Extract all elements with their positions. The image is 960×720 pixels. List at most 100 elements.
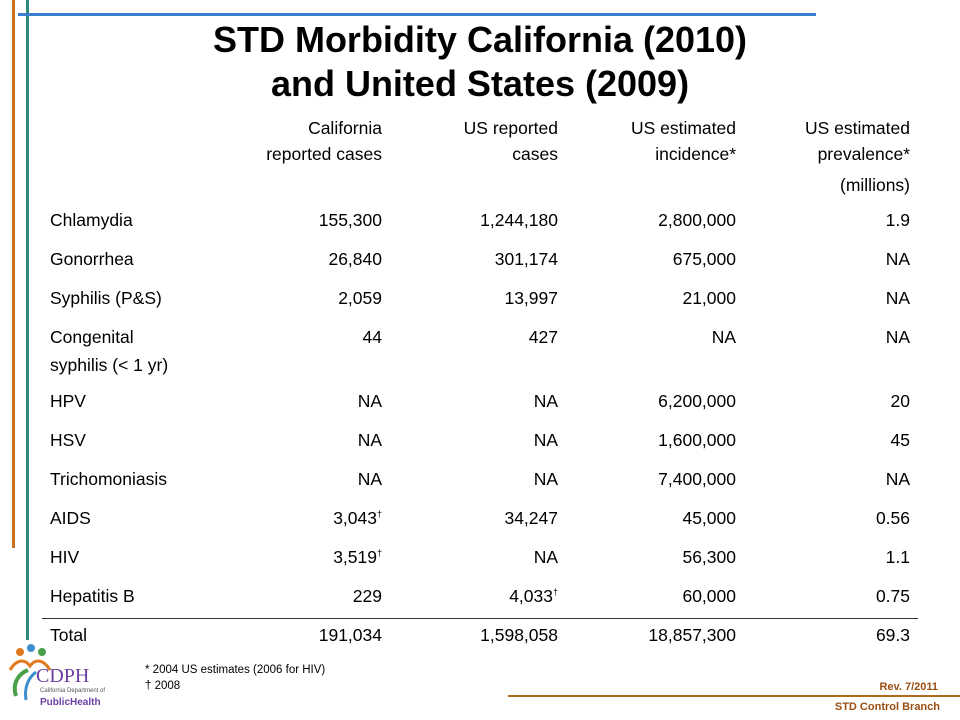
table-cell: 427 [529,324,558,350]
table-cell: NA [712,324,736,350]
table-cell: NA [886,466,910,492]
table-cell: NA [886,324,910,350]
cell-value: 45,000 [682,508,736,528]
row-label: AIDS [50,508,91,528]
row-label: Gonorrhea [50,249,134,269]
table-cell: NA [358,388,382,414]
logo-acronym: CDPH [36,665,89,687]
column-header-line1: US reported [463,118,558,138]
table-cell: 2,059 [338,285,382,311]
top-blue-rule [18,13,816,16]
cell-value: 2,800,000 [658,210,736,230]
cell-value: NA [885,327,910,347]
cell-value: 1.1 [885,547,910,567]
row-label: Trichomoniasis [50,469,168,489]
cell-value: 6,200,000 [658,391,736,411]
table-cell: 0.56 [876,505,910,531]
table-cell: 45,000 [682,505,736,531]
column-header-line1: US estimated [804,118,910,138]
cdph-logo-icon: CDPH [8,644,89,701]
cell-value: 20 [890,391,910,411]
table-cell: 20 [891,388,910,414]
table-cell: NA [534,544,558,570]
table-cell: 301,174 [495,246,558,272]
column-header-line1: US estimated [630,118,736,138]
footnote-dagger: † 2008 [145,680,181,692]
slide-title: STD Morbidity California (2010) and Unit… [70,18,890,106]
cell-value: NA [533,430,558,450]
title-line-2: and United States (2009) [270,63,690,104]
column-header-line2: reported cases [266,144,382,164]
cell-value: 427 [528,327,558,347]
cell-value: 1,244,180 [480,210,558,230]
cell-value: 301,174 [494,249,558,269]
table-cell: 3,043† [333,505,382,531]
cell-value: 155,300 [318,210,382,230]
table-cell: 2,800,000 [658,207,736,233]
table-cell: NA [886,246,910,272]
left-orange-rule [12,0,15,548]
total-divider [42,618,918,619]
row-label: HSV [50,430,86,450]
cell-value: 0.75 [875,586,910,606]
table-cell: 1.1 [886,544,910,570]
row-label: Congenital [50,327,134,347]
column-header-line2: incidence* [655,144,736,164]
cell-value: 4,033 [509,586,553,606]
row-label: HIV [50,547,80,567]
table-cell: 7,400,000 [658,466,736,492]
table-cell: NA [358,466,382,492]
footnote-star: * 2004 US estimates (2006 for HIV) [145,664,326,676]
row-label: Chlamydia [50,210,133,230]
branch-label: STD Control Branch [834,701,940,713]
footer-rule [508,695,960,697]
column-header-line2: prevalence* [817,144,910,164]
cell-value: 675,000 [672,249,736,269]
table-cell: 0.75 [876,583,910,609]
cell-value: 45 [890,430,910,450]
cell-value: NA [357,430,382,450]
cell-value: 0.56 [875,508,910,528]
column-header-line2: cases [512,144,558,164]
cell-value: 34,247 [504,508,558,528]
table-cell: 26,840 [328,246,382,272]
column-header-line1: California [308,118,382,138]
table-cell: 34,247 [504,505,558,531]
cell-value: NA [357,469,382,489]
table-cell: 155,300 [319,207,382,233]
cell-value: NA [533,547,558,567]
cell-value: 13,997 [504,288,558,308]
cell-value: 229 [352,586,382,606]
table-cell: NA [534,427,558,453]
cell-value: NA [357,391,382,411]
cell-value: 2,059 [338,288,382,308]
table-cell: 60,000 [682,583,736,609]
row-label-line2: syphilis (< 1 yr) [50,355,169,375]
cell-value: NA [711,327,736,347]
table-cell: NA [886,285,910,311]
dagger-mark: † [376,509,382,519]
table-cell: 6,200,000 [658,388,736,414]
table-cell: NA [534,388,558,414]
cell-value: 7,400,000 [658,469,736,489]
total-cell: 191,034 [318,625,382,645]
row-label: HPV [50,391,86,411]
table-cell: 3,519† [333,544,382,570]
cell-value: NA [885,469,910,489]
row-label: Syphilis (P&S) [50,288,162,308]
title-line-1: STD Morbidity California (2010) [212,19,748,60]
table-cell: 4,033† [509,583,558,609]
cell-value: 56,300 [682,547,736,567]
cell-value: NA [885,249,910,269]
cell-value: 1,600,000 [658,430,736,450]
cell-value: NA [533,469,558,489]
cell-value: 3,043 [333,508,377,528]
dagger-mark: † [552,587,558,597]
cdph-logo: CDPH [6,640,116,714]
total-cell: 18,857,300 [648,625,736,645]
footnotes: * 2004 US estimates (2006 for HIV) † 200… [145,662,325,694]
total-label: Total [50,625,87,645]
total-cell: 1,598,058 [480,625,558,645]
table-cell: 56,300 [682,544,736,570]
table-cell: NA [534,466,558,492]
